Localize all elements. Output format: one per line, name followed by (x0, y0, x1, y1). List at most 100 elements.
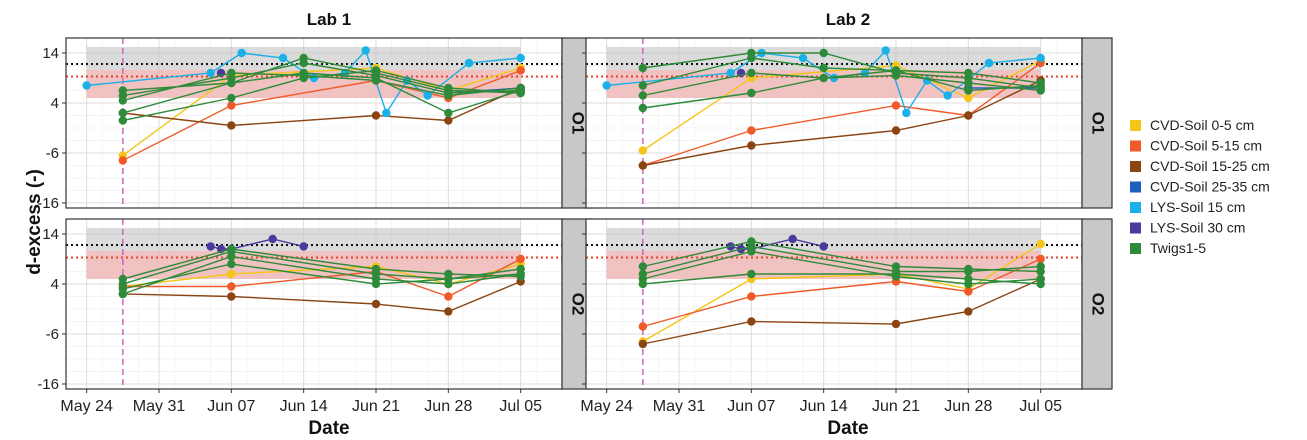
legend-swatch (1130, 181, 1141, 193)
data-point (1036, 262, 1045, 271)
data-point (964, 111, 973, 120)
data-point (819, 73, 828, 83)
data-point (278, 53, 288, 63)
data-point (1036, 279, 1045, 289)
data-point (444, 292, 453, 301)
data-point (902, 108, 911, 118)
data-point (516, 66, 525, 75)
pink-band (606, 251, 1041, 279)
data-point (747, 292, 756, 301)
data-point (891, 319, 901, 329)
data-point (964, 86, 973, 95)
series-line (122, 57, 521, 94)
data-point (1036, 254, 1045, 264)
legend: CVD-Soil 0-5 cm CVD-Soil 5-15 cm CVD-Soil … (1130, 117, 1270, 256)
data-point (891, 66, 901, 75)
data-point (891, 126, 901, 135)
data-point (299, 58, 308, 68)
data-point (227, 259, 236, 269)
data-point (638, 91, 648, 100)
data-point (638, 262, 648, 271)
data-point (638, 103, 648, 113)
series-line (122, 72, 521, 114)
data-point (118, 116, 128, 125)
data-point (964, 68, 973, 78)
data-point (964, 274, 973, 284)
y-tick-label: 4 (51, 276, 59, 293)
data-point (964, 287, 973, 296)
data-point (638, 81, 648, 90)
x-tick-label: Jul 05 (1019, 398, 1062, 415)
panel-1: O1 14 4 -6 -16 (37, 37, 593, 212)
data-point (747, 247, 756, 256)
data-point (227, 252, 236, 261)
y-tick-label: -16 (37, 376, 59, 393)
data-point (1036, 81, 1045, 90)
data-point (1036, 239, 1045, 249)
x-tick-label: Jun 21 (352, 398, 400, 415)
data-point (118, 108, 128, 118)
y-tick-label: 14 (42, 45, 59, 62)
data-point (638, 161, 648, 170)
data-point (227, 101, 236, 110)
data-point (82, 81, 91, 90)
data-point (382, 108, 391, 118)
legend-label: LYS-Soil 30 cm (1150, 220, 1245, 236)
data-point (516, 254, 525, 264)
data-point (118, 96, 128, 105)
data-point (638, 146, 648, 155)
data-point (819, 242, 828, 251)
data-point (444, 279, 453, 289)
legend-label: CVD-Soil 0-5 cm (1150, 117, 1254, 133)
legend-label: Twigs1-5 (1150, 240, 1206, 256)
series-line (642, 69, 1041, 109)
data-point (371, 299, 381, 309)
series-line (642, 57, 1041, 87)
data-point (444, 108, 453, 118)
panel-4: O2 May 24 May 31 Jun 07 Jun 14 Jun 21 Jun 28 Ju… (580, 218, 1113, 415)
data-point (788, 234, 797, 244)
y-tick-label: -6 (46, 145, 59, 162)
data-point (299, 242, 308, 251)
x-tick-label: Jul 05 (499, 398, 542, 415)
data-point (964, 78, 973, 88)
data-point (1036, 53, 1045, 63)
data-point (227, 78, 236, 88)
y-tick-label: 14 (42, 226, 59, 243)
data-point (227, 121, 236, 130)
data-point (371, 66, 381, 75)
data-point (361, 46, 370, 55)
data-point (516, 53, 525, 63)
data-point (891, 269, 901, 279)
data-point (747, 88, 756, 98)
x-tick-label: Jun 28 (424, 398, 472, 415)
x-tick-label: May 31 (133, 398, 186, 415)
facet-strip-label: O1 (569, 112, 588, 135)
facet-strip (1081, 37, 1113, 209)
data-point (444, 83, 453, 93)
data-point (638, 322, 648, 331)
data-point (726, 68, 735, 78)
data-point (964, 267, 973, 276)
series-line (642, 52, 1041, 89)
data-point (516, 269, 525, 279)
facet-strip-label: O1 (1089, 112, 1108, 135)
facet-strip-label: O2 (569, 293, 588, 316)
data-point (227, 269, 236, 279)
x-tick-label: May 24 (60, 398, 113, 415)
legend-label: LYS-Soil 15 cm (1150, 199, 1245, 215)
data-point (860, 68, 870, 78)
data-point (206, 68, 215, 78)
legend-swatch (1130, 140, 1141, 152)
data-point (881, 46, 890, 55)
data-point (371, 274, 381, 284)
legend-swatch (1130, 120, 1141, 131)
data-point (984, 58, 994, 68)
data-point (444, 116, 453, 125)
x-tick-label: May 24 (580, 398, 633, 415)
data-point (964, 93, 973, 103)
data-point (309, 73, 319, 83)
data-point (819, 48, 828, 58)
data-point (118, 156, 128, 165)
data-point (371, 73, 381, 83)
